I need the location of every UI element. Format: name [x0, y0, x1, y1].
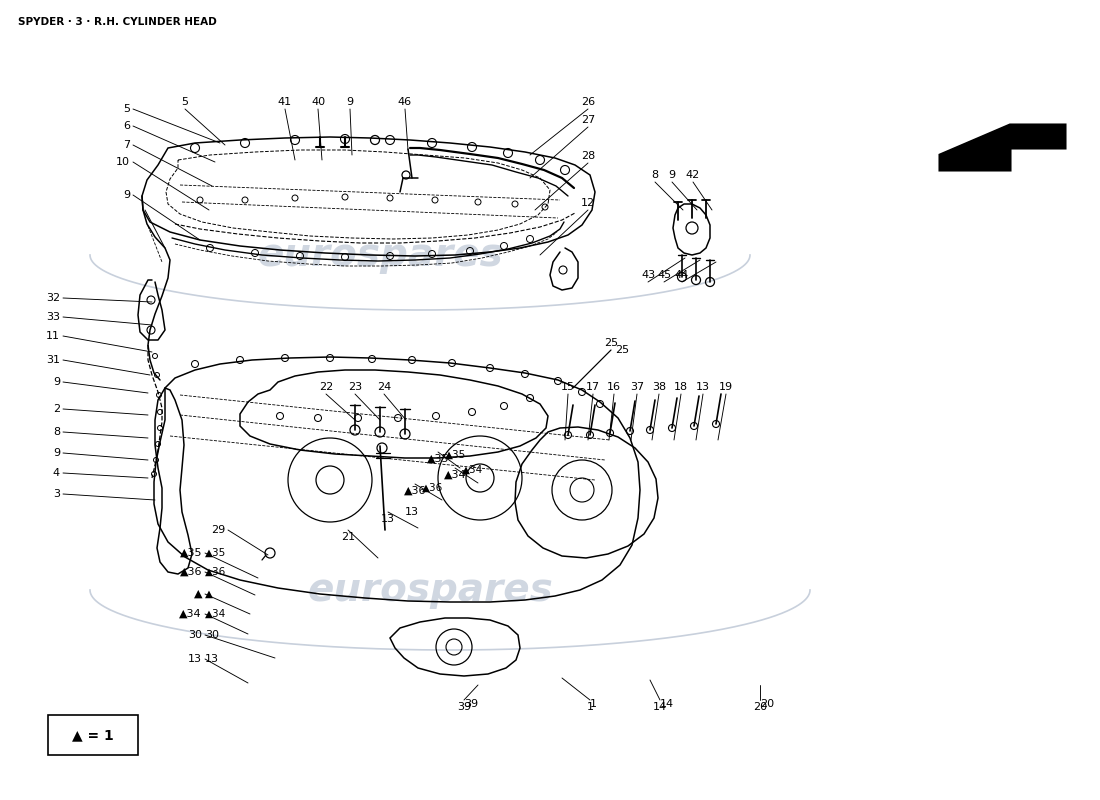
Text: 2: 2	[53, 404, 60, 414]
Text: ▲35: ▲35	[427, 454, 449, 464]
Text: 6: 6	[123, 121, 130, 131]
Polygon shape	[940, 125, 1065, 170]
Text: 43: 43	[641, 270, 656, 280]
Text: 7: 7	[123, 140, 130, 150]
Text: 39: 39	[456, 702, 471, 712]
Text: 32: 32	[46, 293, 60, 303]
Text: 41: 41	[278, 97, 293, 107]
Text: 21: 21	[341, 532, 355, 542]
Text: 29: 29	[211, 525, 226, 535]
Text: ▲ = 1: ▲ = 1	[73, 728, 114, 742]
Text: 42: 42	[686, 170, 700, 180]
Text: 13: 13	[405, 507, 419, 517]
Text: ▲36: ▲36	[205, 567, 227, 577]
Text: 13: 13	[188, 654, 202, 664]
Text: 11: 11	[46, 331, 60, 341]
Text: ▲34: ▲34	[205, 609, 227, 619]
Text: 9: 9	[53, 448, 60, 458]
Text: 30: 30	[188, 630, 202, 640]
Text: eurospares: eurospares	[257, 236, 503, 274]
Bar	[48, 715, 138, 755]
Text: 4: 4	[53, 468, 60, 478]
Text: 9: 9	[346, 97, 353, 107]
Text: 25: 25	[615, 345, 629, 355]
Text: 8: 8	[53, 427, 60, 437]
Text: 40: 40	[311, 97, 326, 107]
Text: ▲34: ▲34	[443, 470, 466, 480]
Text: 37: 37	[630, 382, 645, 392]
Text: 5: 5	[182, 97, 188, 107]
Text: 5: 5	[123, 104, 130, 114]
Text: 25: 25	[604, 338, 618, 348]
Text: ▲34: ▲34	[462, 465, 483, 475]
Text: 8: 8	[651, 170, 659, 180]
Text: 17: 17	[586, 382, 601, 392]
Text: 30: 30	[205, 630, 219, 640]
Text: eurospares: eurospares	[307, 571, 553, 609]
Text: 46: 46	[398, 97, 412, 107]
Text: 23: 23	[348, 382, 362, 392]
Text: ▲36: ▲36	[179, 567, 202, 577]
Text: 22: 22	[319, 382, 333, 392]
Text: 1: 1	[590, 699, 597, 709]
Text: 18: 18	[674, 382, 689, 392]
Text: 33: 33	[46, 312, 60, 322]
Text: 9: 9	[53, 377, 60, 387]
Text: 27: 27	[581, 115, 595, 125]
Text: ▲35: ▲35	[205, 548, 227, 558]
Text: ▲35: ▲35	[179, 548, 202, 558]
Text: 14: 14	[660, 699, 674, 709]
Text: 19: 19	[719, 382, 733, 392]
Text: 24: 24	[377, 382, 392, 392]
Text: 15: 15	[561, 382, 575, 392]
Text: 28: 28	[581, 151, 595, 161]
Text: ▲36: ▲36	[422, 483, 443, 493]
Text: 1: 1	[586, 702, 594, 712]
Text: 20: 20	[752, 702, 767, 712]
Text: SPYDER · 3 · R.H. CYLINDER HEAD: SPYDER · 3 · R.H. CYLINDER HEAD	[18, 17, 217, 27]
Text: 13: 13	[205, 654, 219, 664]
Text: ▲: ▲	[194, 589, 202, 599]
Text: 9: 9	[123, 190, 130, 200]
Text: 20: 20	[760, 699, 774, 709]
Text: 38: 38	[652, 382, 667, 392]
Text: 39: 39	[464, 699, 478, 709]
Text: 13: 13	[381, 514, 395, 524]
Text: ▲35: ▲35	[446, 450, 466, 460]
Text: 26: 26	[581, 97, 595, 107]
Text: ▲34: ▲34	[179, 609, 202, 619]
Text: 3: 3	[53, 489, 60, 499]
Text: 14: 14	[653, 702, 667, 712]
Text: ▲: ▲	[205, 589, 213, 599]
Text: 44: 44	[675, 270, 689, 280]
Text: 45: 45	[657, 270, 671, 280]
Text: 10: 10	[116, 157, 130, 167]
Text: 16: 16	[607, 382, 621, 392]
Text: 12: 12	[581, 198, 595, 208]
Text: ▲36: ▲36	[404, 486, 427, 496]
Text: 13: 13	[696, 382, 710, 392]
Text: 9: 9	[669, 170, 675, 180]
Text: 31: 31	[46, 355, 60, 365]
